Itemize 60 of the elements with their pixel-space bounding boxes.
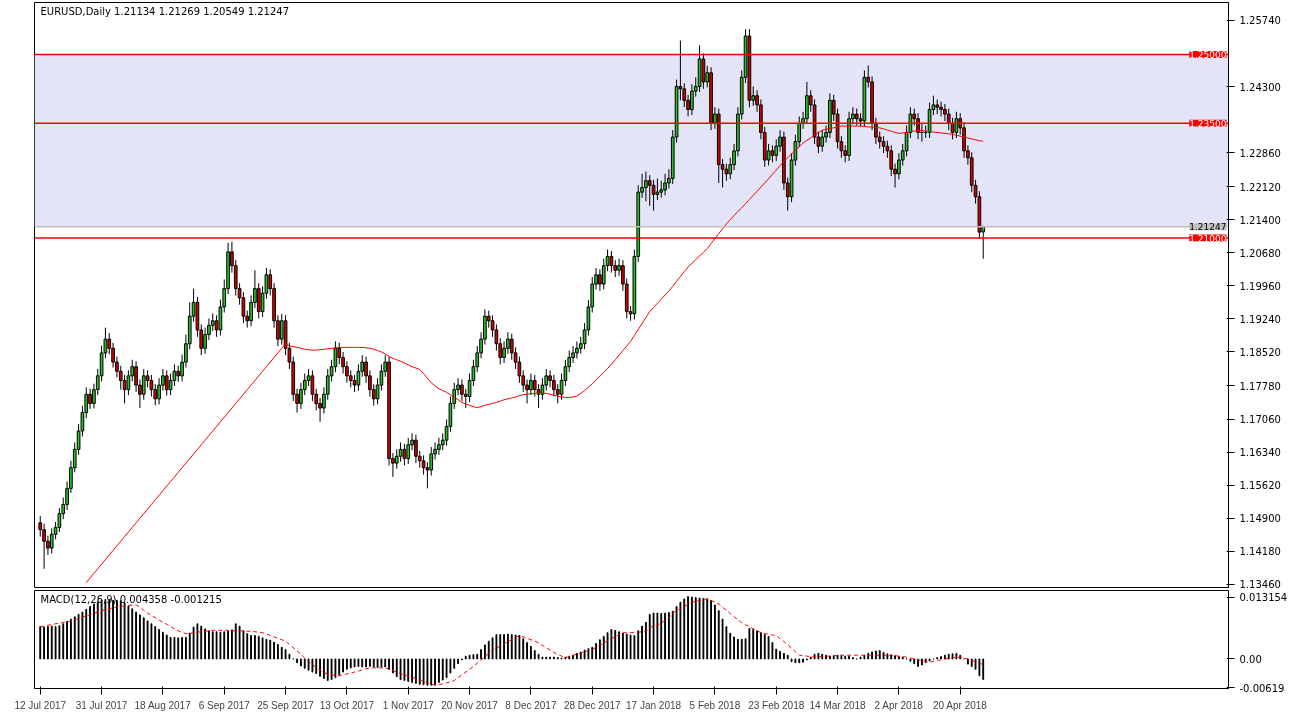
x-tick-label: 6 Sep 2017 [198, 699, 251, 711]
x-tick-label: 12 Jul 2017 [14, 699, 67, 711]
x-tick-label: 13 Oct 2017 [319, 699, 375, 711]
y-tick-label: 0.013154 [1239, 592, 1288, 604]
y-tick-label: 1.19240 [1239, 313, 1281, 325]
x-tick-label: 20 Apr 2018 [932, 699, 988, 711]
candlestick [609, 250, 614, 274]
candlestick [406, 437, 411, 465]
y-tick-label: 1.14900 [1239, 513, 1281, 525]
candlestick [651, 179, 656, 212]
y-tick-label: 1.22120 [1239, 181, 1281, 193]
candlestick [88, 388, 92, 410]
candlestick [644, 171, 648, 202]
y-tick-label: 1.13460 [1239, 579, 1281, 591]
x-tick-label: 14 Mar 2018 [809, 699, 867, 711]
candlestick [575, 340, 579, 359]
ref-line-label: 1.21247 [1189, 222, 1227, 233]
y-tick-label: 1.14180 [1239, 546, 1281, 558]
candlestick [663, 173, 667, 196]
candlestick [164, 369, 169, 397]
x-tick-label: 18 Aug 2017 [134, 699, 192, 711]
x-tick-label: 23 Feb 2018 [748, 699, 805, 711]
y-tick-label: 1.25740 [1239, 15, 1281, 27]
y-tick-label: 1.17060 [1239, 414, 1281, 426]
ref-line-label: 1.23500 [1189, 118, 1227, 129]
y-tick-label: 1.21400 [1239, 214, 1281, 226]
y-tick-label: 1.16340 [1239, 447, 1281, 459]
candlestick [701, 52, 706, 90]
candlestick [437, 437, 441, 456]
candlestick [414, 434, 418, 464]
x-tick-label: 28 Dec 2017 [563, 699, 622, 711]
x-tick-label: 25 Sep 2017 [257, 699, 315, 711]
candlestick [939, 101, 943, 117]
chart-title: MACD(12,26,9) 0.004358 -0.001215 [40, 593, 222, 605]
candlestick [805, 81, 809, 125]
chart-title: EURUSD,Daily 1.21134 1.21269 1.20549 1.21247 [40, 5, 290, 17]
y-tick-label: 1.22860 [1239, 147, 1281, 159]
candlestick [598, 268, 602, 292]
x-tick-label: 8 Dec 2017 [505, 699, 557, 711]
x-tick-label: 31 Jul 2017 [75, 699, 128, 711]
y-tick-label: 1.18520 [1239, 346, 1281, 358]
x-tick-label: 20 Nov 2017 [441, 699, 499, 711]
y-tick-label: 1.17780 [1239, 380, 1281, 392]
candlestick [647, 174, 652, 207]
y-tick-label: -0.00619 [1239, 682, 1285, 694]
y-tick-label: 1.20680 [1239, 247, 1281, 259]
ref-line-label: 1.21000 [1189, 233, 1227, 244]
y-tick-label: 1.24300 [1239, 81, 1281, 93]
ref-line-label: 1.25000 [1189, 49, 1227, 60]
candlestick [402, 443, 407, 466]
x-tick-label: 1 Nov 2017 [382, 699, 435, 711]
candlestick [149, 374, 154, 398]
y-tick-label: 0.00 [1239, 653, 1262, 665]
y-tick-label: 1.15620 [1239, 480, 1281, 492]
candlestick [820, 129, 825, 153]
x-tick-label: 17 Jan 2018 [626, 699, 682, 711]
x-tick-label: 2 Apr 2018 [874, 699, 924, 711]
x-tick-label: 5 Feb 2018 [689, 699, 741, 711]
candlestick [279, 313, 284, 346]
y-tick-label: 1.19960 [1239, 280, 1281, 292]
